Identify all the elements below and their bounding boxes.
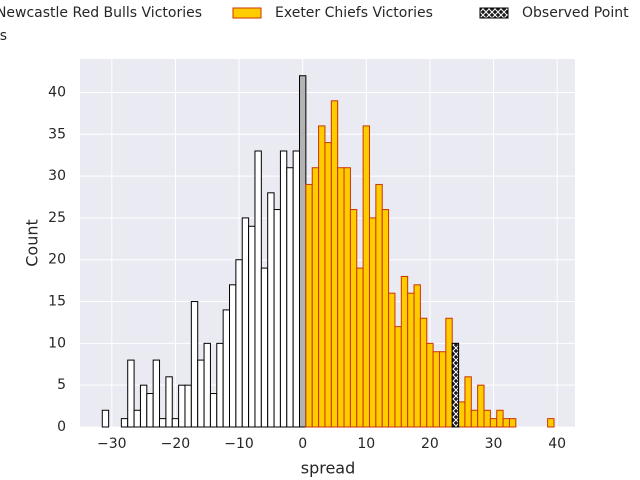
histogram-bar <box>216 342 224 428</box>
histogram-bar <box>292 150 301 428</box>
x-tick-label: 0 <box>298 436 307 452</box>
legend-swatch <box>232 7 262 19</box>
histogram-bar <box>477 384 485 428</box>
histogram-bar <box>381 209 390 428</box>
y-tick-label: 10 <box>48 335 66 351</box>
x-tick-label: 20 <box>421 436 439 452</box>
x-axis-label: spread <box>301 459 356 478</box>
histogram-bar <box>209 393 218 428</box>
histogram-bar <box>394 326 402 428</box>
histogram-bar <box>343 167 351 428</box>
histogram-bar <box>496 409 504 428</box>
histogram-bar <box>178 384 186 428</box>
histogram-bar <box>152 359 161 428</box>
histogram-bar <box>458 401 466 428</box>
histogram-bar <box>349 209 358 428</box>
y-tick-label: 5 <box>57 377 66 393</box>
histogram-bar <box>464 376 472 428</box>
y-tick-label: 20 <box>48 252 66 268</box>
legend-label: Exeter Chiefs Victories <box>275 5 433 21</box>
histogram-bar <box>362 125 370 428</box>
histogram-bar <box>483 409 491 428</box>
histogram-bar <box>133 409 141 428</box>
histogram-bar <box>279 150 288 428</box>
histogram-bar <box>375 183 383 428</box>
histogram-bar <box>508 418 517 428</box>
histogram-bar <box>413 284 421 428</box>
histogram-bar <box>419 317 428 428</box>
histogram-bar <box>368 217 377 428</box>
histogram-bar <box>489 418 498 428</box>
histogram-bar <box>356 267 364 428</box>
histogram-bar <box>120 418 129 428</box>
histogram-bar <box>432 351 440 428</box>
histogram-bar <box>299 75 307 428</box>
x-tick-label: 10 <box>357 436 375 452</box>
histogram-bar <box>305 183 313 428</box>
x-tick-label: 40 <box>548 436 566 452</box>
y-tick-label: 40 <box>48 84 66 100</box>
histogram-bar <box>101 409 110 428</box>
y-tick-label: 25 <box>48 210 66 226</box>
histogram-bar <box>197 359 205 428</box>
histogram-bar <box>337 167 345 428</box>
histogram-bar <box>127 359 135 428</box>
histogram-bar <box>254 150 262 428</box>
y-tick-label: 35 <box>48 126 66 142</box>
histogram-bar <box>388 292 396 428</box>
histogram-bar <box>235 259 243 428</box>
histogram-bar <box>184 384 192 428</box>
histogram-bar <box>445 317 453 428</box>
y-tick-label: 30 <box>48 168 66 184</box>
histogram-bar <box>241 217 250 428</box>
histogram-bar <box>248 225 256 428</box>
histogram-bar <box>330 100 339 428</box>
histogram-bar <box>165 376 173 428</box>
histogram-bar <box>190 301 199 428</box>
histogram-bar <box>547 418 555 428</box>
histogram-bar <box>203 342 211 428</box>
histogram-bar <box>139 384 148 428</box>
histogram-bar <box>502 418 510 428</box>
histogram-bar <box>438 351 447 428</box>
histogram-bar <box>400 275 409 428</box>
histogram-bar <box>470 409 479 428</box>
histogram-bar <box>451 342 460 428</box>
legend-label: Ties <box>0 28 7 44</box>
histogram-bar <box>229 284 237 428</box>
histogram-bar <box>324 142 332 428</box>
y-tick-label: 15 <box>48 294 66 310</box>
histogram-bar <box>286 167 294 428</box>
x-tick-label: −20 <box>161 436 191 452</box>
histogram-bar <box>426 342 434 428</box>
histogram-bar <box>222 309 231 428</box>
histogram-bar <box>318 125 326 428</box>
legend-label: Newcastle Red Bulls Victories <box>0 5 202 21</box>
y-axis-label: Count <box>23 219 42 267</box>
histogram-bar <box>267 192 275 428</box>
histogram-bar <box>159 418 167 428</box>
histogram-bar <box>311 167 320 428</box>
x-tick-label: −10 <box>224 436 254 452</box>
y-tick-label: 0 <box>57 419 66 435</box>
legend-label: Observed Point <box>522 5 629 21</box>
histogram-bar <box>260 267 269 428</box>
histogram-bar <box>407 292 415 428</box>
histogram-bar <box>171 418 180 428</box>
histogram-bar <box>146 393 154 428</box>
x-tick-label: 30 <box>485 436 503 452</box>
legend-swatch <box>479 7 509 19</box>
histogram-bar <box>273 209 281 428</box>
x-tick-label: −30 <box>97 436 127 452</box>
